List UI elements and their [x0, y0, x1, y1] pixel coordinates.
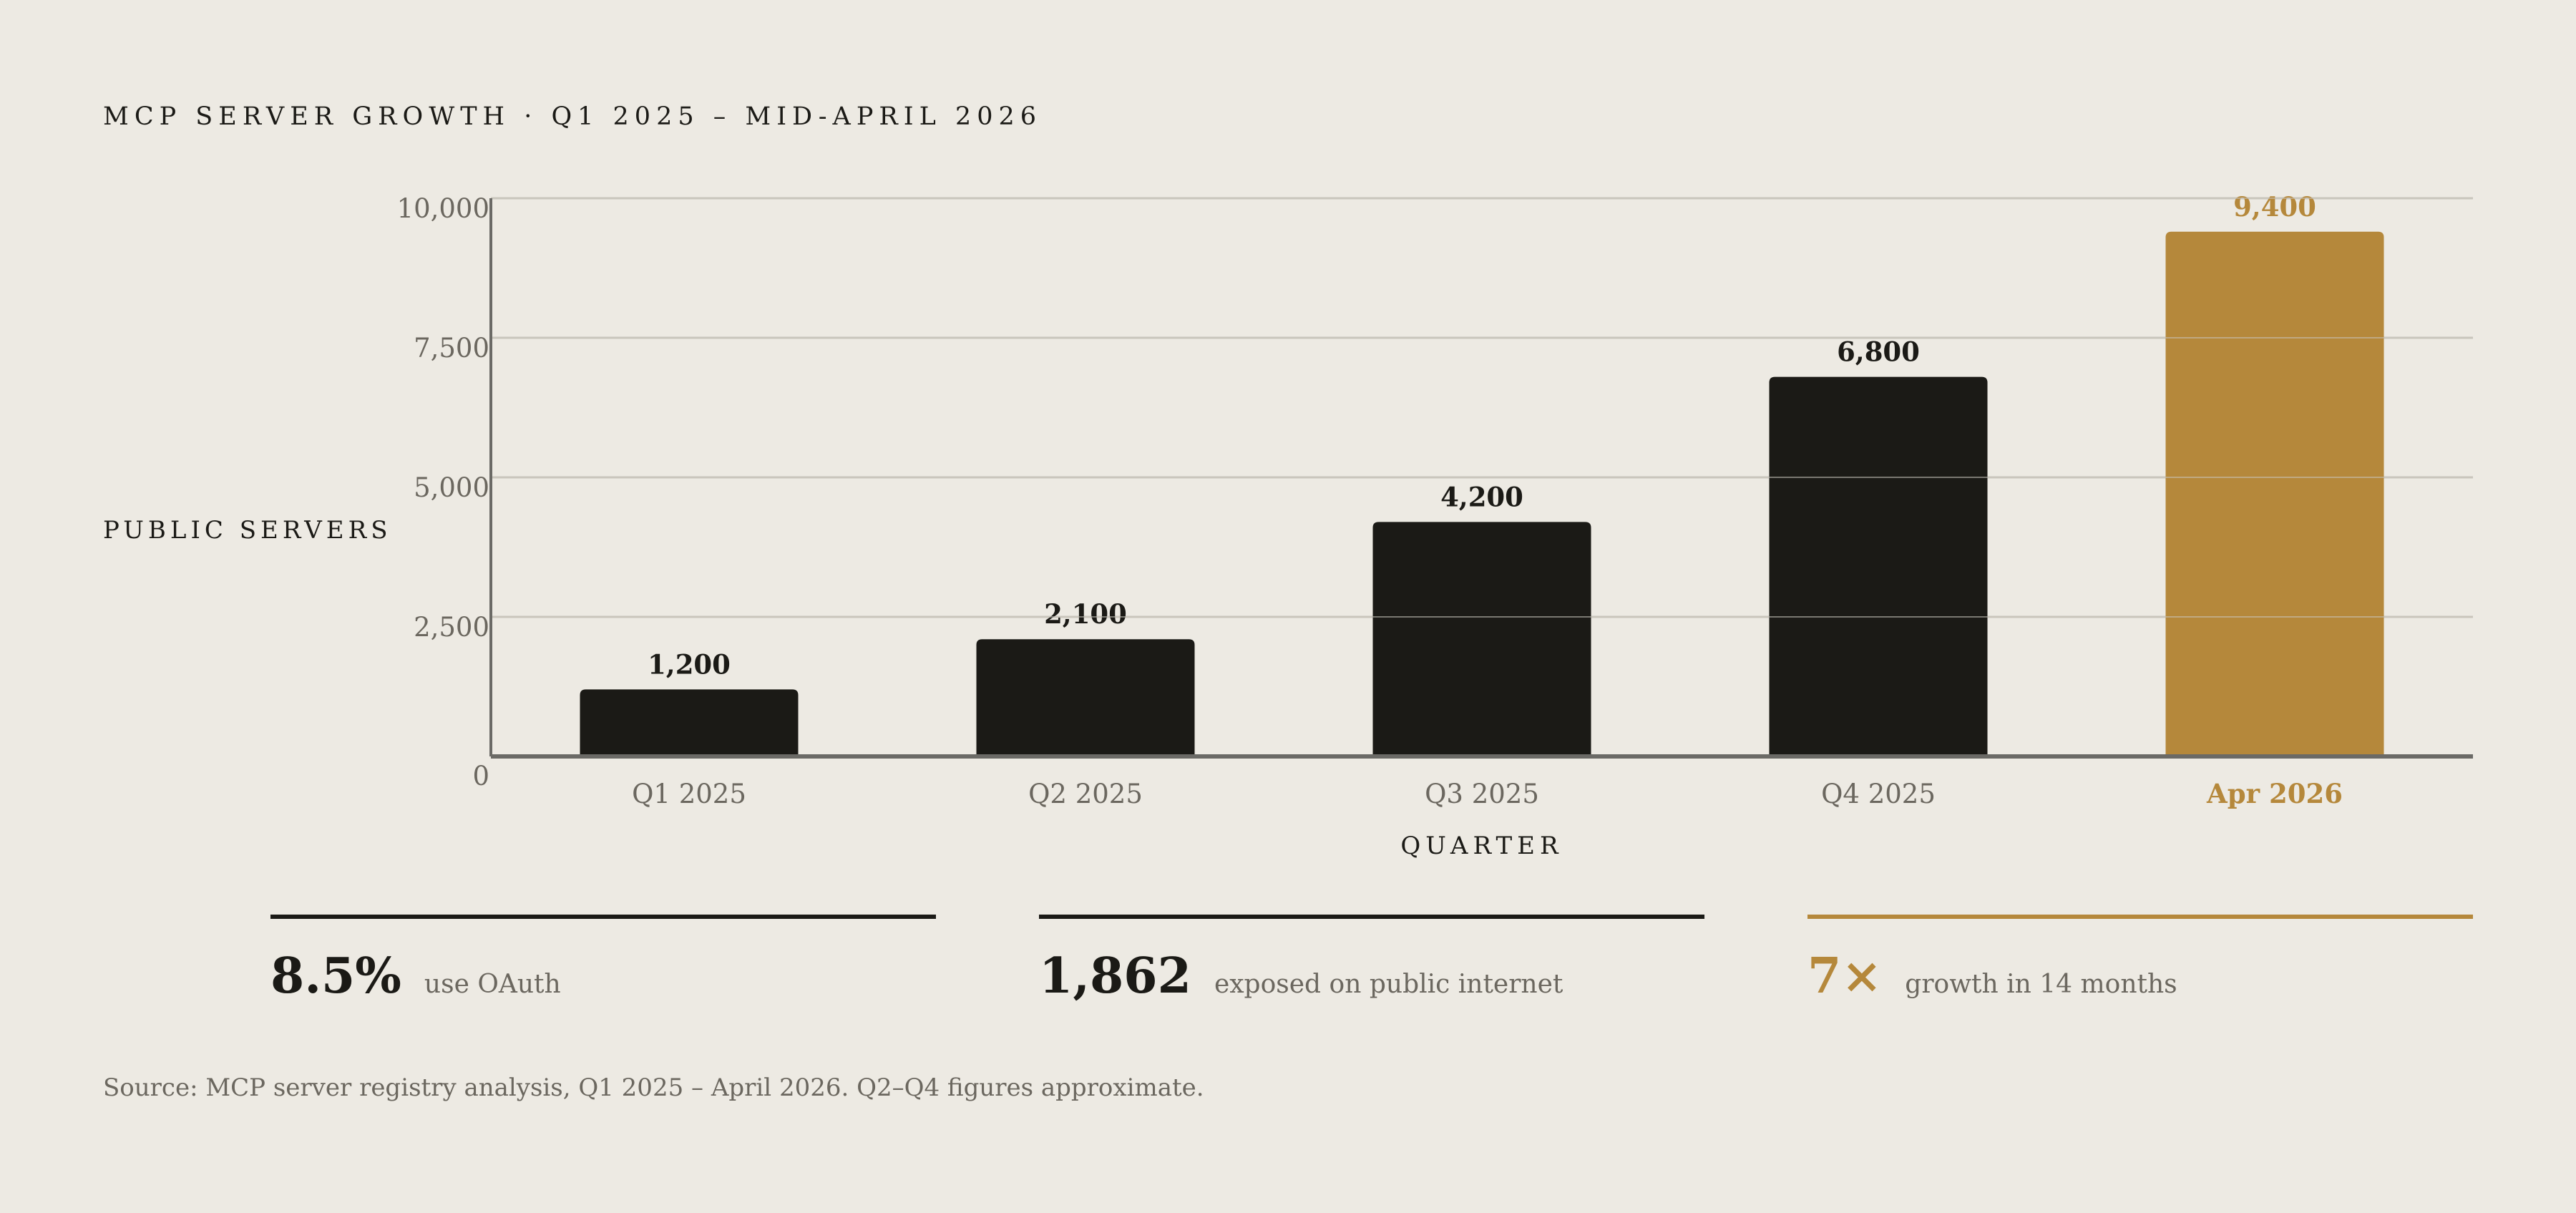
stat-value: 8.5% [270, 947, 401, 1005]
stat-label: exposed on public internet [1214, 970, 1563, 999]
y-tick-label: 0 [472, 761, 489, 791]
y-tick-label: 5,000 [414, 472, 489, 503]
stat-value: 1,862 [1039, 947, 1191, 1005]
stat-rule [1039, 915, 1704, 919]
bar [580, 689, 799, 756]
stat-growth: 7× growth in 14 months [1807, 915, 2473, 1005]
stat-label: use OAuth [424, 970, 561, 999]
x-tick-label: Q1 2025 [632, 779, 746, 809]
bar-value-label: 2,100 [1044, 598, 1127, 630]
bar-value-label: 6,800 [1837, 336, 1920, 368]
chart-title: MCP SERVER GROWTH · Q1 2025 – MID-APRIL … [103, 102, 1043, 131]
stat-rule [270, 915, 936, 919]
x-tick-label: Apr 2026 [2206, 778, 2343, 809]
y-axis-title: PUBLIC SERVERS [103, 516, 392, 545]
stat-exposed: 1,862 exposed on public internet [1039, 915, 1704, 1005]
stat-oauth: 8.5% use OAuth [270, 915, 936, 1005]
source-note: Source: MCP server registry analysis, Q1… [103, 1073, 1204, 1102]
stat-value: 7× [1807, 947, 1883, 1005]
y-tick-label: 10,000 [397, 193, 489, 224]
y-tick-label: 2,500 [414, 612, 489, 643]
x-axis-title: QUARTER [1400, 832, 1563, 860]
y-tick-label: 7,500 [414, 333, 489, 364]
bar [2165, 231, 2384, 756]
bar-value-label: 1,200 [648, 648, 731, 680]
bar [976, 639, 1195, 756]
stat-rule [1807, 915, 2473, 919]
bar [1372, 522, 1591, 756]
bar-value-label: 9,400 [2233, 191, 2316, 223]
bar [1769, 376, 1988, 756]
stat-label: growth in 14 months [1905, 970, 2177, 999]
stats-row: 8.5% use OAuth 1,862 exposed on public i… [0, 915, 2576, 1022]
bar-chart: 1,200 Q1 2025 2,100 Q2 2025 4,200 Q3 2025 6,80… [103, 191, 2473, 860]
x-tick-label: Q2 2025 [1028, 779, 1143, 809]
bar-value-label: 4,200 [1440, 481, 1523, 512]
x-tick-label: Q4 2025 [1821, 779, 1936, 809]
x-tick-label: Q3 2025 [1425, 779, 1539, 809]
